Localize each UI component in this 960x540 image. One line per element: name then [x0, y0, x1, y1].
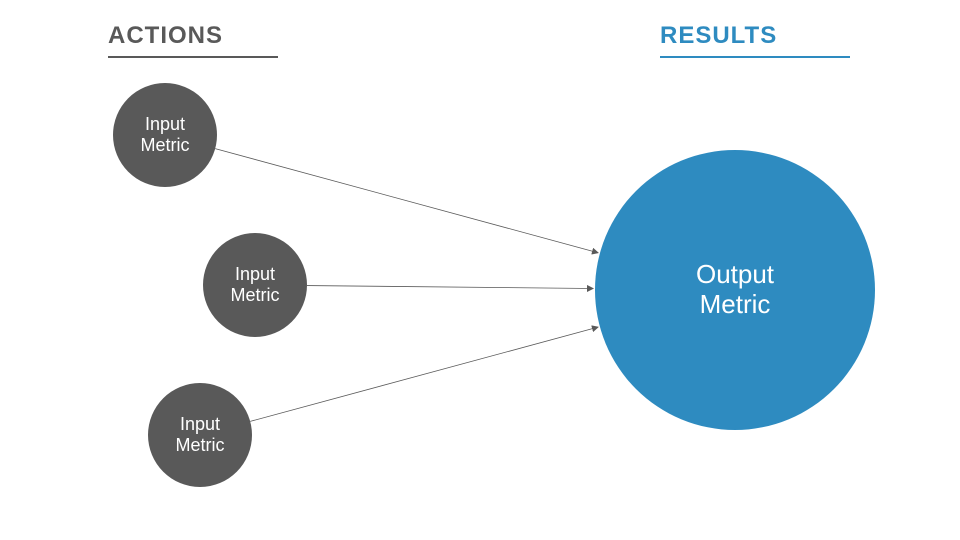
input-metric-node-2-label: InputMetric: [231, 264, 280, 305]
edge: [250, 327, 598, 421]
heading-actions-label: ACTIONS: [108, 22, 278, 56]
heading-results-label: RESULTS: [660, 22, 850, 56]
input-metric-node-3-label: InputMetric: [176, 414, 225, 455]
edge: [307, 286, 593, 289]
heading-results-underline: [660, 56, 850, 58]
heading-actions-underline: [108, 56, 278, 58]
output-metric-node-label: OutputMetric: [696, 260, 774, 320]
input-metric-node-3: InputMetric: [148, 383, 252, 487]
input-metric-node-1-label: InputMetric: [141, 114, 190, 155]
output-metric-node: OutputMetric: [595, 150, 875, 430]
diagram-stage: ACTIONS RESULTS InputMetric InputMetric …: [0, 0, 960, 540]
input-metric-node-2: InputMetric: [203, 233, 307, 337]
heading-results: RESULTS: [660, 22, 850, 58]
input-metric-node-1: InputMetric: [113, 83, 217, 187]
heading-actions: ACTIONS: [108, 22, 278, 58]
